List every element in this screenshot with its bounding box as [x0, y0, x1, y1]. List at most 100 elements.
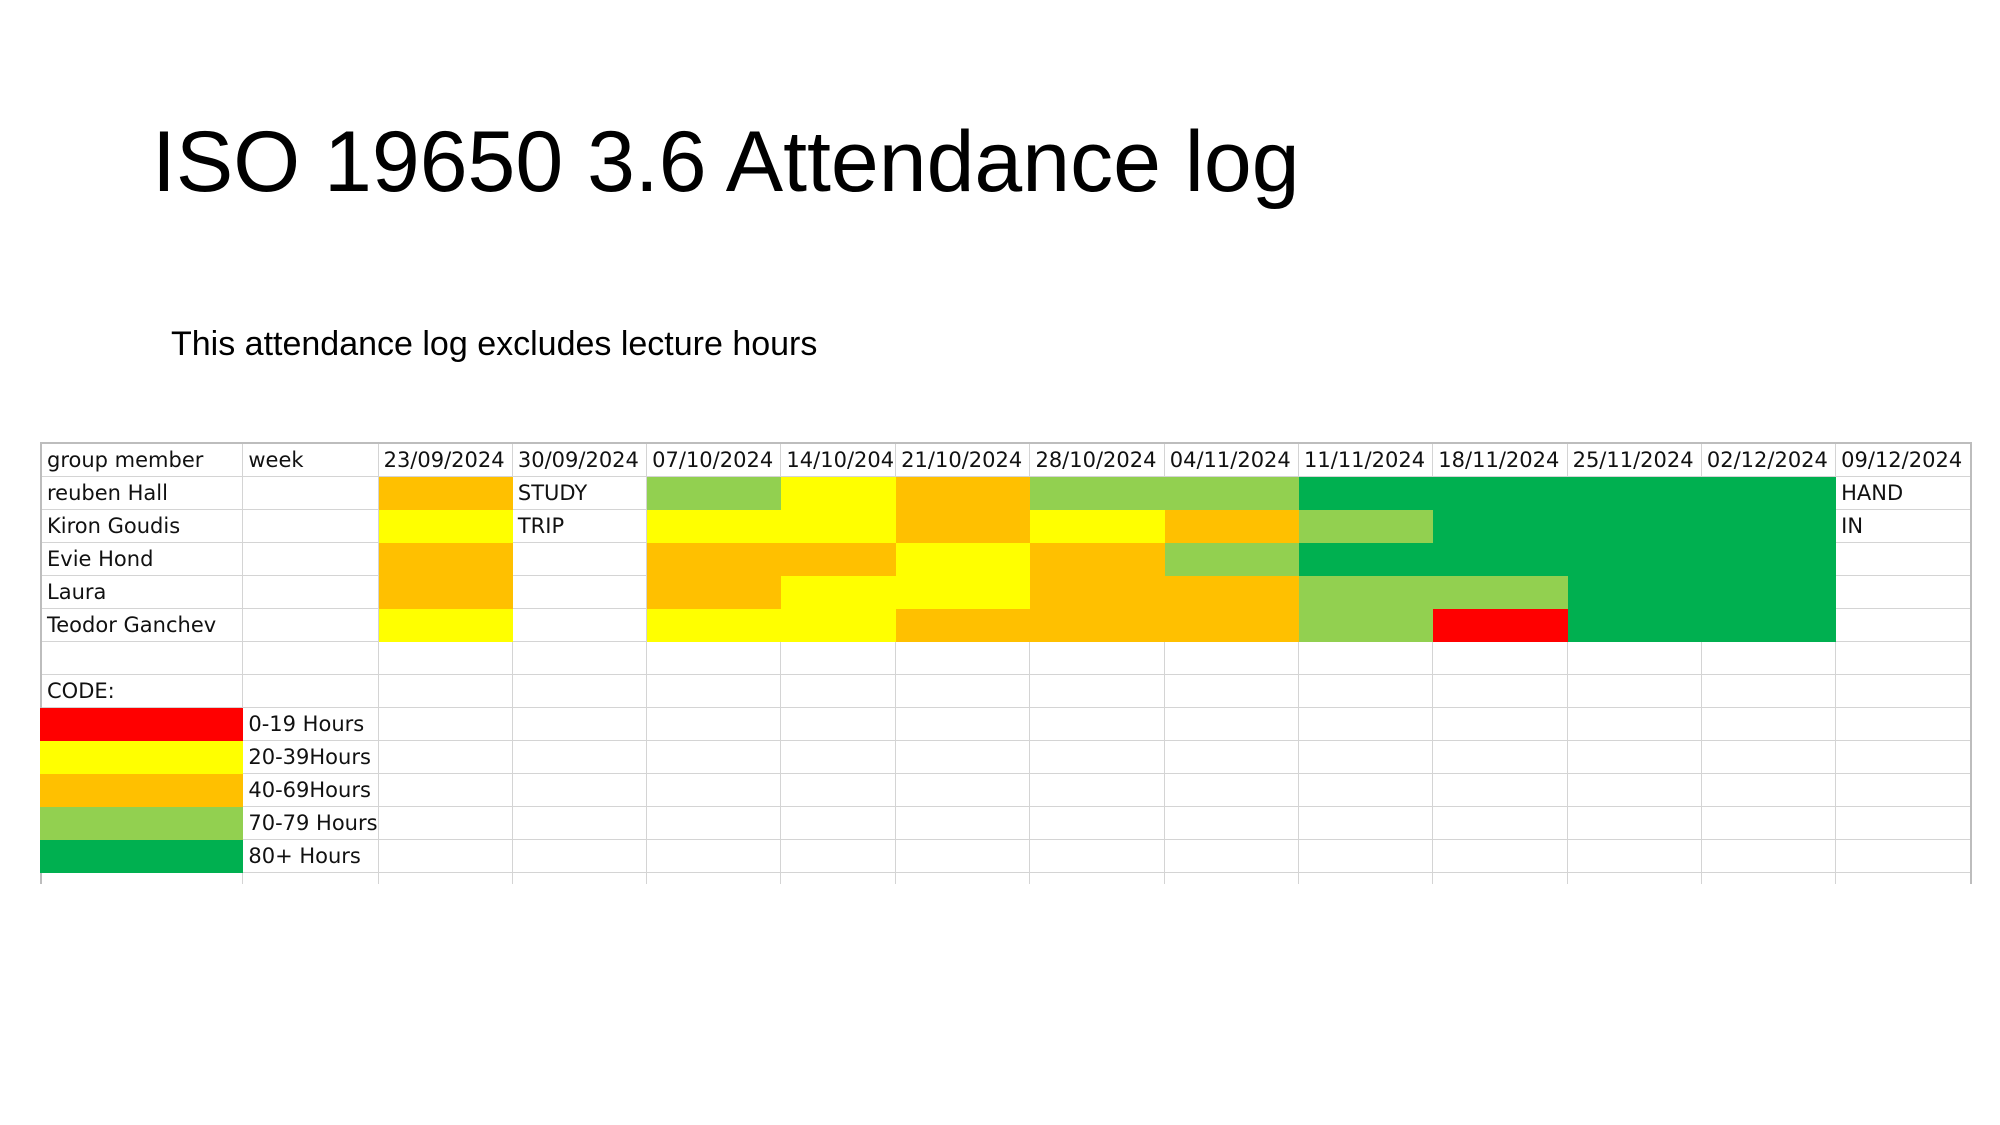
attendance-cell-colored [1163, 541, 1300, 576]
week-cell [242, 508, 379, 543]
header-date: 21/10/2024 [895, 442, 1031, 477]
attendance-cell-colored [646, 574, 782, 609]
empty-cell [1700, 706, 1837, 741]
empty-cell [1298, 739, 1434, 774]
legend-label-row: CODE: [40, 673, 1972, 708]
empty-cell [242, 871, 379, 884]
attendance-cell-colored [1298, 508, 1434, 543]
empty-cell [646, 871, 782, 884]
attendance-cell [1835, 541, 1972, 576]
empty-cell [1163, 739, 1300, 774]
empty-cell [646, 706, 782, 741]
header-date: 14/10/204 [780, 442, 897, 477]
attendance-note: TRIP [511, 508, 648, 543]
week-cell [242, 541, 379, 576]
empty-cell [1163, 772, 1300, 807]
empty-cell [1700, 739, 1837, 774]
empty-cell [377, 673, 513, 708]
attendance-cell-colored [1700, 541, 1837, 576]
empty-cell [511, 640, 648, 675]
attendance-cell-colored [1029, 475, 1165, 510]
empty-cell [895, 772, 1031, 807]
empty-cell [40, 871, 244, 884]
empty-cell [1298, 673, 1434, 708]
empty-cell [895, 805, 1031, 840]
empty-cell [1566, 871, 1702, 884]
legend-row: 0-19 Hours [40, 706, 1972, 741]
empty-cell [780, 805, 897, 840]
attendance-cell-colored [646, 607, 782, 642]
attendance-table: group member week 23/09/2024 30/09/2024 … [40, 442, 1972, 884]
empty-cell [1432, 673, 1568, 708]
header-group-member: group member [40, 442, 244, 477]
attendance-cell [511, 574, 648, 609]
empty-cell [895, 871, 1031, 884]
empty-cell [1029, 805, 1165, 840]
empty-cell [1298, 805, 1434, 840]
empty-cell [646, 838, 782, 873]
header-date: 09/12/2024 [1835, 442, 1972, 477]
attendance-cell-colored [1566, 541, 1702, 576]
empty-cell [1432, 772, 1568, 807]
empty-cell [1700, 805, 1837, 840]
attendance-cell-colored [377, 607, 513, 642]
empty-cell [1298, 640, 1434, 675]
empty-cell [1029, 772, 1165, 807]
attendance-cell-colored [1432, 607, 1568, 642]
empty-cell [1163, 673, 1300, 708]
empty-cell [511, 772, 648, 807]
attendance-cell-colored [377, 508, 513, 543]
attendance-cell-colored [1029, 607, 1165, 642]
empty-cell [1029, 640, 1165, 675]
header-date: 30/09/2024 [511, 442, 648, 477]
member-row: reuben Hall STUDY HAND [40, 475, 1972, 510]
empty-cell [646, 772, 782, 807]
empty-cell [1700, 838, 1837, 873]
empty-cell [1029, 838, 1165, 873]
legend-swatch [40, 805, 244, 840]
empty-cell [646, 739, 782, 774]
empty-cell [646, 640, 782, 675]
empty-cell [1566, 706, 1702, 741]
empty-cell [780, 772, 897, 807]
attendance-cell-colored [1566, 475, 1702, 510]
empty-cell [1432, 838, 1568, 873]
empty-cell [1432, 739, 1568, 774]
empty-cell [1700, 871, 1837, 884]
empty-cell [511, 805, 648, 840]
empty-cell [780, 871, 897, 884]
attendance-cell-colored [1566, 574, 1702, 609]
empty-cell [377, 706, 513, 741]
attendance-cell-colored [895, 574, 1031, 609]
legend-label: CODE: [40, 673, 244, 708]
empty-cell [1163, 871, 1300, 884]
empty-cell [780, 673, 897, 708]
empty-cell [1029, 673, 1165, 708]
member-name: Evie Hond [40, 541, 244, 576]
member-name: Teodor Ganchev [40, 607, 244, 642]
empty-cell [1566, 640, 1702, 675]
legend-text: 80+ Hours [242, 838, 379, 873]
attendance-cell-colored [1298, 574, 1434, 609]
empty-cell [1835, 838, 1972, 873]
empty-cell [377, 739, 513, 774]
empty-cell [1432, 706, 1568, 741]
attendance-cell-colored [1432, 508, 1568, 543]
empty-cell [511, 739, 648, 774]
empty-cell [780, 706, 897, 741]
empty-cell [1029, 871, 1165, 884]
member-name: reuben Hall [40, 475, 244, 510]
attendance-cell-colored [377, 541, 513, 576]
attendance-cell-colored [1566, 607, 1702, 642]
attendance-cell-colored [1566, 508, 1702, 543]
header-date: 23/09/2024 [377, 442, 513, 477]
member-row: Evie Hond [40, 541, 1972, 576]
header-date: 04/11/2024 [1163, 442, 1300, 477]
empty-cell [1835, 772, 1972, 807]
attendance-cell-colored [1700, 607, 1837, 642]
attendance-cell-colored [780, 574, 897, 609]
attendance-cell-colored [377, 574, 513, 609]
attendance-cell-colored [1163, 607, 1300, 642]
legend-swatch [40, 772, 244, 807]
header-date: 28/10/2024 [1029, 442, 1165, 477]
